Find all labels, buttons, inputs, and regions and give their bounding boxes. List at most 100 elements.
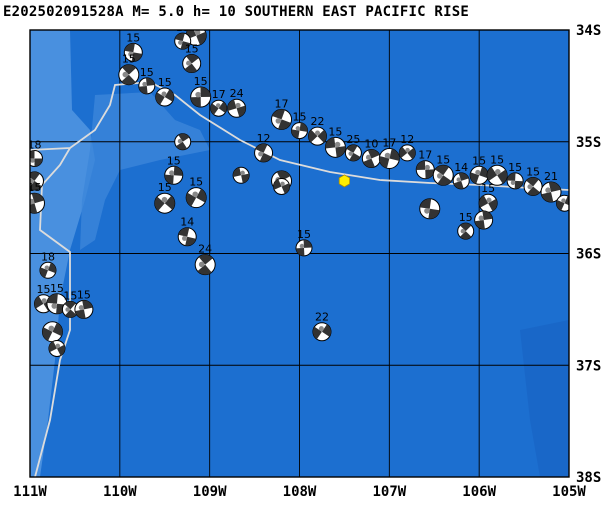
dilatation-shading <box>475 169 481 175</box>
dilatation-shading <box>424 208 430 214</box>
dilatation-shading <box>215 103 221 108</box>
event-star <box>338 174 351 188</box>
longitude-tick-label: 110W <box>103 484 137 500</box>
compression-quadrant <box>296 247 305 256</box>
longitude-tick-label: 105W <box>552 484 586 500</box>
focal-mechanism: 25 <box>344 133 362 162</box>
mechanism-depth-label: 14 <box>180 216 194 229</box>
compression-quadrant <box>64 301 76 310</box>
compression-quadrant <box>379 156 390 169</box>
mechanism-depth-label: 15 <box>63 289 77 302</box>
focal-mechanism <box>48 339 66 357</box>
dilatation-shading <box>161 91 167 97</box>
compression-quadrant <box>65 309 77 318</box>
latitude-tick-label: 34S <box>576 23 601 39</box>
compression-quadrant <box>198 254 213 265</box>
mechanism-depth-label: 15 <box>481 182 495 195</box>
focal-mechanism: 15 <box>155 76 175 107</box>
dilatation-shading <box>235 102 241 108</box>
compression-quadrant <box>482 210 493 220</box>
longitude-tick-label: 109W <box>193 484 227 500</box>
compression-quadrant <box>416 160 426 171</box>
mechanism-depth-label: 18 <box>27 139 41 152</box>
compression-quadrant <box>46 293 58 304</box>
compression-quadrant <box>124 43 135 53</box>
mechanism-depth-label: 15 <box>126 31 140 44</box>
focal-mechanism: 15 <box>486 153 508 186</box>
focal-mechanism <box>419 198 441 220</box>
compression-quadrant <box>241 173 250 184</box>
compression-quadrant <box>346 144 358 153</box>
compression-quadrant <box>186 54 199 64</box>
compression-quadrant <box>460 231 472 240</box>
dilatation-shading <box>240 170 245 176</box>
focal-mechanism: 15 <box>469 154 489 185</box>
compression-quadrant <box>176 141 188 150</box>
focal-mechanism: 15 <box>138 66 156 95</box>
compression-quadrant <box>303 239 312 248</box>
focal-mechanism: 22 <box>307 115 327 146</box>
dilatation-shading <box>318 326 324 332</box>
compression-quadrant <box>121 74 136 85</box>
mechanism-depth-label: 15 <box>77 288 91 301</box>
compression-quadrant <box>178 227 190 237</box>
compression-quadrant <box>488 198 498 212</box>
mechanism-depth-label: 17 <box>418 149 432 162</box>
compression-quadrant <box>184 63 198 73</box>
dilatation-shading <box>51 303 58 309</box>
map-title: E202502091528A M= 5.0 h= 10 SOUTHERN EAS… <box>3 4 469 20</box>
dilatation-shading <box>177 138 183 144</box>
mechanism-depth-label: 15 <box>176 21 190 34</box>
dilatation-shading <box>456 177 461 182</box>
dilatation-shading <box>169 170 175 176</box>
focal-mechanism: 10 <box>361 138 381 169</box>
compression-quadrant <box>164 89 174 102</box>
dilatation-shading <box>78 305 84 311</box>
mechanism-depth-label: 15 <box>297 228 311 241</box>
compression-quadrant <box>255 143 268 153</box>
compression-quadrant <box>425 169 435 179</box>
compression-quadrant <box>30 171 40 181</box>
compression-quadrant <box>428 208 440 219</box>
compression-quadrant <box>419 198 432 209</box>
dilatation-shading <box>55 343 61 349</box>
compression-quadrant <box>479 166 489 179</box>
mechanism-depth-label: 12 <box>400 133 414 146</box>
dilatation-shading <box>65 307 70 312</box>
compression-quadrant <box>34 158 43 167</box>
dilatation-shading <box>275 118 282 124</box>
mechanism-depth-label: 15 <box>158 76 172 89</box>
mechanism-depth-label: 15 <box>185 43 199 56</box>
focal-mechanism: 15 <box>123 31 143 62</box>
dilatation-shading <box>334 141 341 148</box>
compression-quadrant <box>526 177 539 187</box>
dilatation-shading <box>424 164 430 170</box>
compression-quadrant <box>145 77 155 86</box>
focal-mechanism: 15 <box>432 153 454 186</box>
focal-mechanism: 15 <box>190 75 212 108</box>
compression-quadrant <box>82 300 93 310</box>
compression-quadrant <box>48 341 57 353</box>
compression-quadrant <box>437 175 452 186</box>
longitude-tick-label: 108W <box>283 484 317 500</box>
dilatation-shading <box>460 228 466 234</box>
compression-quadrant <box>389 148 400 161</box>
compression-quadrant <box>308 129 318 143</box>
dilatation-shading <box>545 187 551 193</box>
focal-mechanism: 21 <box>540 170 562 203</box>
compression-quadrant <box>273 179 282 190</box>
mechanism-depth-label: 24 <box>230 87 244 100</box>
mechanism-depth-label: 15 <box>508 161 522 174</box>
longitude-tick-label: 107W <box>372 484 406 500</box>
compression-quadrant <box>272 109 285 120</box>
compression-quadrant <box>180 41 191 50</box>
compression-quadrant <box>479 195 489 208</box>
deep-region-east <box>520 320 569 477</box>
compression-quadrant <box>453 180 464 189</box>
compression-quadrant <box>178 133 190 142</box>
compression-quadrant <box>34 296 44 309</box>
mechanism-depth-label: 21 <box>544 170 558 183</box>
focal-mechanism: 24 <box>194 243 216 276</box>
